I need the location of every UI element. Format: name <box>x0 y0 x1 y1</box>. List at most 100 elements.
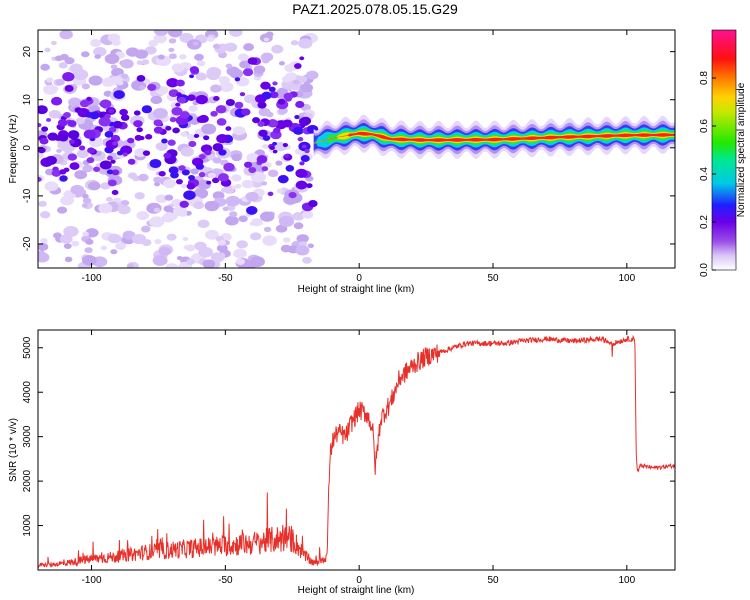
noise-cell-strong <box>45 155 57 165</box>
noise-cell-strong <box>277 174 289 184</box>
noise-cell <box>253 65 266 74</box>
x-tick-label: -100 <box>82 575 102 586</box>
noise-cell-strong <box>153 126 164 134</box>
noise-cell-strong <box>166 77 179 88</box>
noise-cell-strong <box>67 130 80 140</box>
noise-cell <box>229 68 244 79</box>
noise-cell <box>201 123 217 135</box>
noise-cell <box>104 53 120 65</box>
noise-cell-strong <box>248 167 257 174</box>
noise-cell <box>94 54 101 59</box>
noise-cell <box>90 38 102 47</box>
noise-cell <box>82 164 93 173</box>
noise-cell <box>149 216 165 228</box>
noise-cell <box>299 83 314 93</box>
noise-cell <box>143 78 151 84</box>
noise-cell <box>154 182 161 187</box>
noise-cell-strong <box>86 157 95 164</box>
noise-cell-strong <box>107 179 117 187</box>
noise-cell <box>126 263 134 268</box>
colorbar-tick-label: 0.0 <box>699 263 710 277</box>
spectrogram-signal-band <box>313 114 675 160</box>
noise-cell-strong <box>223 162 235 172</box>
noise-cell-strong <box>204 149 212 156</box>
noise-cell <box>292 79 300 85</box>
noise-cell-strong <box>272 81 278 86</box>
noise-cell-strong <box>282 119 293 128</box>
noise-cell-strong <box>272 149 278 154</box>
snr-x-ticks: -100 -50 0 50 100 <box>82 330 636 586</box>
spectrogram-x-label: Height of straight line (km) <box>298 284 415 295</box>
noise-cell <box>278 215 295 227</box>
noise-cell <box>206 36 215 42</box>
noise-cell <box>249 221 256 226</box>
noise-cell-strong <box>112 141 118 146</box>
noise-cell <box>141 225 151 233</box>
noise-cell-strong <box>99 160 112 170</box>
noise-cell-strong <box>206 180 212 185</box>
noise-cell-strong <box>283 92 294 101</box>
spectrogram-y-label: Frequency (Hz) <box>8 115 19 184</box>
noise-cell <box>55 79 65 86</box>
noise-cell <box>105 196 113 202</box>
noise-cell <box>212 43 221 50</box>
noise-cell <box>168 30 183 38</box>
spectrogram-y-ticks: -20 -10 0 10 20 <box>22 46 675 251</box>
noise-cell-strong <box>210 110 218 117</box>
colorbar-tick-label: 0.4 <box>699 167 710 181</box>
noise-cell-strong <box>127 137 135 144</box>
noise-cell <box>166 233 177 241</box>
noise-cell <box>231 153 242 162</box>
snr-plot-area <box>38 334 675 569</box>
noise-cell-strong <box>67 153 78 161</box>
noise-cell <box>136 60 143 65</box>
noise-cell-strong <box>171 106 183 116</box>
noise-cell <box>205 229 219 240</box>
noise-cell <box>141 59 150 65</box>
noise-cell <box>64 57 75 65</box>
noise-cell-strong <box>168 166 179 175</box>
noise-cell-strong <box>133 110 141 116</box>
noise-cell-strong <box>299 161 305 166</box>
noise-cell <box>196 60 206 67</box>
noise-cell <box>235 258 246 266</box>
noise-cell <box>164 194 174 201</box>
noise-cell-strong <box>87 147 95 154</box>
noise-cell-strong <box>198 172 206 178</box>
noise-cell-strong <box>282 143 289 148</box>
noise-cell <box>292 212 305 221</box>
noise-cell <box>38 252 50 263</box>
noise-cell-strong <box>179 111 190 119</box>
noise-cell <box>82 231 90 237</box>
spectrogram-x-ticks: -100 -50 0 50 100 <box>82 30 636 284</box>
noise-cell <box>197 219 210 229</box>
noise-cell-strong <box>196 115 206 124</box>
noise-cell <box>84 247 93 254</box>
noise-cell <box>282 237 291 243</box>
noise-cell-strong <box>192 157 204 167</box>
noise-cell-strong <box>139 136 145 141</box>
noise-cell-strong <box>217 176 223 181</box>
noise-cell-strong <box>108 126 117 133</box>
noise-cell <box>293 222 304 230</box>
noise-cell-strong <box>277 98 286 105</box>
noise-cell <box>110 64 118 70</box>
noise-cell <box>180 183 188 189</box>
noise-cell <box>111 203 119 209</box>
noise-cell <box>74 170 88 180</box>
noise-cell-strong <box>293 126 304 135</box>
noise-cell-strong <box>181 169 190 176</box>
noise-cell <box>138 85 146 90</box>
noise-cell-strong <box>203 135 210 141</box>
noise-cell <box>168 38 177 44</box>
noise-cell-strong <box>239 92 246 97</box>
noise-cell <box>85 238 94 245</box>
noise-cell <box>267 169 279 178</box>
noise-cell <box>218 76 230 85</box>
noise-cell <box>81 203 88 208</box>
noise-cell-strong <box>306 183 313 189</box>
noise-cell <box>176 256 183 261</box>
noise-cell-strong <box>268 86 276 92</box>
x-tick-label: 100 <box>618 575 635 586</box>
y-tick-label: 1000 <box>22 514 33 537</box>
